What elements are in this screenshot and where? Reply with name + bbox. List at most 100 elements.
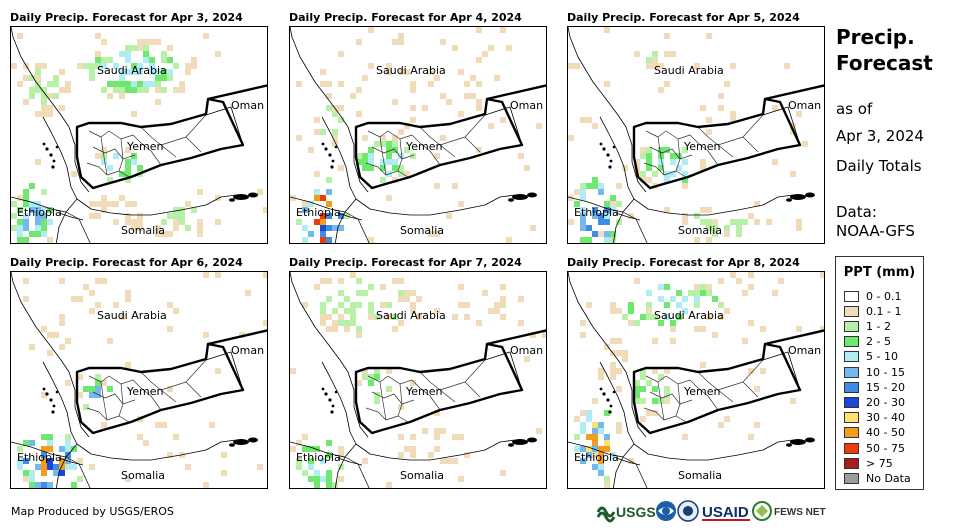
map-label-somalia: Somalia <box>121 224 165 237</box>
legend-swatch <box>844 457 859 469</box>
map-label-ethiopia: Ethiopia <box>574 206 619 219</box>
island <box>612 390 616 394</box>
legend-label: 20 - 30 <box>866 395 905 409</box>
island <box>51 410 55 414</box>
africa-coast <box>321 361 516 461</box>
admin-boundary <box>185 381 202 398</box>
data-label: Data: <box>836 203 877 221</box>
legend-label: 1 - 2 <box>866 319 891 333</box>
admin-boundary <box>419 142 441 166</box>
admin-boundary <box>697 387 719 411</box>
legend-label: > 75 <box>866 456 893 470</box>
data-source: NOAA-GFS <box>836 222 915 240</box>
island <box>527 437 537 443</box>
map-label-oman: Oman <box>788 99 821 112</box>
yemen-border <box>632 342 802 435</box>
dept-seal <box>677 500 699 522</box>
island <box>321 142 325 146</box>
island <box>508 198 514 202</box>
map-label-somalia: Somalia <box>678 469 722 482</box>
saudi-oman-border <box>207 329 267 346</box>
map-label-oman: Oman <box>788 344 821 357</box>
somalia-border <box>58 457 84 466</box>
admin-boundary <box>675 383 681 417</box>
saudi-oman-border <box>764 329 824 346</box>
africa-coast <box>334 443 357 488</box>
island <box>324 392 328 396</box>
africa-coast <box>599 361 794 461</box>
usaid-logo: USAID <box>702 504 750 521</box>
admin-boundary <box>419 387 441 411</box>
admin-boundary <box>100 136 108 176</box>
fewsnet-logo-text: FEWS NET <box>774 507 826 518</box>
ethiopia-border <box>568 441 648 488</box>
island <box>324 147 328 151</box>
legend-label: 0 - 0.1 <box>866 289 902 303</box>
legend-swatch <box>844 336 859 348</box>
admin-boundary <box>657 381 665 421</box>
admin-boundary <box>92 146 136 160</box>
map-label-somalia: Somalia <box>400 224 444 237</box>
island <box>328 153 332 157</box>
legend-label: 10 - 15 <box>866 365 905 379</box>
as-of-label: as of <box>836 100 873 118</box>
yemen-border <box>75 97 245 190</box>
admin-boundary <box>140 142 162 166</box>
noaa-logo <box>656 501 676 521</box>
island <box>248 192 258 198</box>
forecast-map: Saudi Arabia Oman Yemen Ethiopia Somalia <box>10 271 268 489</box>
legend-swatch <box>844 396 859 408</box>
admin-boundary <box>365 407 409 423</box>
red-sea-coast <box>290 272 369 438</box>
island <box>599 142 603 146</box>
red-sea-coast <box>11 272 90 438</box>
admin-boundary <box>367 130 421 144</box>
oman-border <box>205 351 244 391</box>
legend-item: 50 - 75 <box>844 441 905 455</box>
map-label-saudi: Saudi Arabia <box>654 64 724 77</box>
map-label-yemen: Yemen <box>126 385 164 398</box>
legend-item: 0.1 - 1 <box>844 304 901 318</box>
legend-swatch <box>844 290 859 302</box>
island <box>42 142 46 146</box>
map-label-ethiopia: Ethiopia <box>17 451 62 464</box>
panel-title: Daily Precip. Forecast for Apr 8, 2024 <box>567 256 800 269</box>
island <box>330 165 334 169</box>
island <box>49 398 53 402</box>
admin-boundary <box>371 391 415 405</box>
africa-coast <box>334 198 357 243</box>
somalia-border <box>615 457 641 466</box>
island <box>334 145 338 149</box>
legend-item: 30 - 40 <box>844 411 905 425</box>
side-title: Precip. Forecast <box>836 25 933 75</box>
legend-swatch <box>844 305 859 317</box>
island <box>786 198 792 202</box>
legend-swatch <box>844 427 859 439</box>
map-label-somalia: Somalia <box>121 469 165 482</box>
map-canvas: Saudi Arabia Oman Yemen Ethiopia Somalia <box>290 272 546 488</box>
legend-swatch <box>844 366 859 378</box>
forecast-map: Saudi Arabia Oman Yemen Ethiopia Somalia <box>289 271 547 489</box>
red-sea-coast <box>568 27 647 193</box>
legend-item: 5 - 10 <box>844 350 898 364</box>
admin-boundary <box>397 383 403 417</box>
island <box>527 192 537 198</box>
usgs-logo-text: USGS <box>616 504 656 520</box>
island <box>52 404 56 408</box>
admin-boundary <box>464 381 481 398</box>
legend-swatch <box>844 442 859 454</box>
map-label-oman: Oman <box>510 99 543 112</box>
admin-boundary <box>649 391 693 405</box>
map-label-yemen: Yemen <box>405 140 443 153</box>
island <box>45 392 49 396</box>
island <box>334 390 338 394</box>
admin-boundary <box>86 407 130 423</box>
daily-totals-label: Daily Totals <box>836 157 922 175</box>
somalia-border <box>615 212 641 221</box>
island <box>608 410 612 414</box>
ethiopia-border <box>290 196 370 243</box>
island <box>602 147 606 151</box>
legend-item: 15 - 20 <box>844 380 905 394</box>
island <box>609 159 613 163</box>
map-canvas: Saudi Arabia Oman Yemen Ethiopia Somalia <box>11 27 267 243</box>
